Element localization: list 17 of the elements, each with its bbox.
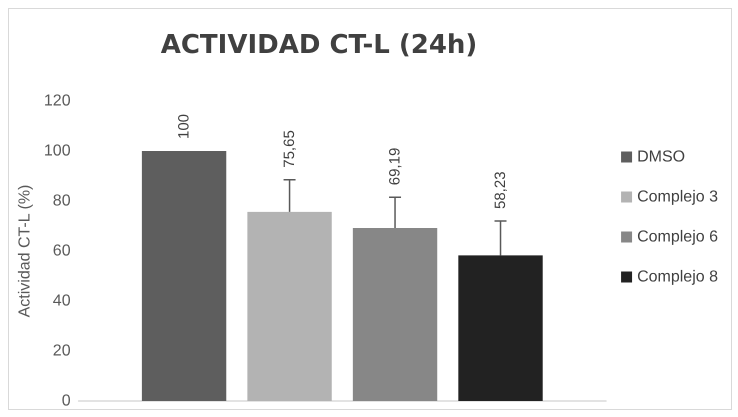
y-tick-label: 120 — [44, 92, 71, 110]
y-tick-label: 80 — [52, 192, 71, 210]
y-tick-label: 20 — [52, 342, 71, 360]
legend-label: Complejo 8 — [637, 268, 718, 286]
y-tick-label: 100 — [44, 142, 71, 160]
y-tick-label: 60 — [52, 242, 71, 260]
data-label: 69,19 — [386, 148, 404, 186]
y-tick-label: 0 — [62, 392, 71, 410]
data-label: 75,65 — [281, 130, 298, 168]
y-axis-title: Actividad CT-L (%) — [16, 184, 34, 318]
legend-label: Complejo 3 — [637, 188, 718, 206]
y-tick-label: 40 — [52, 292, 71, 310]
data-label: 100 — [176, 114, 193, 139]
legend-label: DMSO — [637, 148, 686, 166]
data-label: 58,23 — [492, 171, 510, 209]
chart-title: ACTIVIDAD CT-L (24h) — [160, 30, 478, 60]
legend-label: Complejo 6 — [637, 228, 718, 246]
